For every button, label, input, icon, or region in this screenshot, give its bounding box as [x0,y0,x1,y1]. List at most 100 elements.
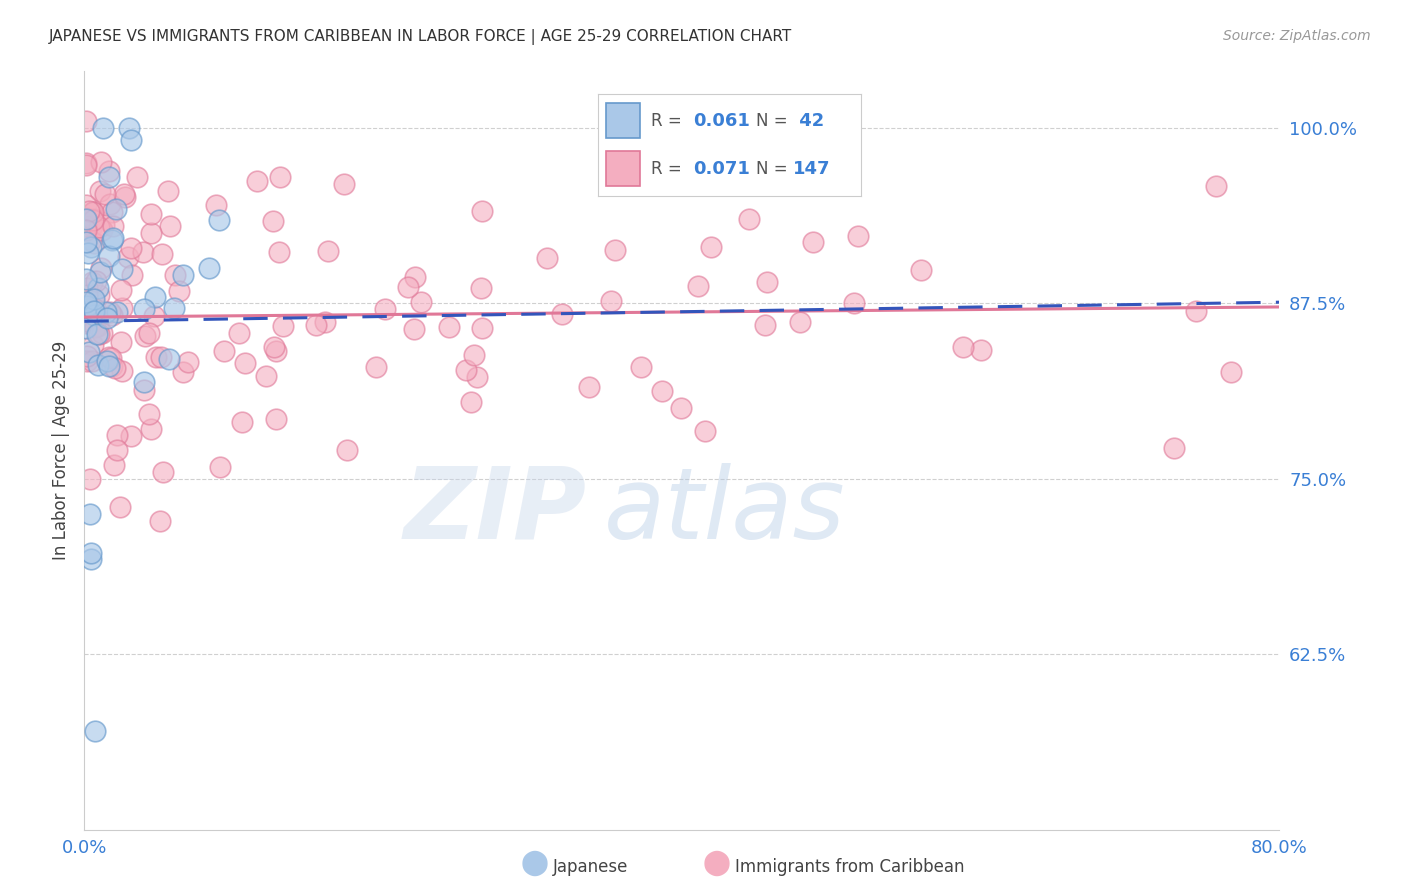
Point [79,471,101,485]
Point [404,270,426,285]
Point [111,364,134,378]
Point [98,350,121,364]
Point [77,204,100,219]
Point [139,206,162,220]
Point [75,316,97,330]
Point [132,245,155,260]
Point [98,164,121,178]
Point [738,212,761,227]
Point [79,546,101,560]
Text: ZIP: ZIP [404,463,586,559]
Point [150,246,173,260]
Point [96,304,118,318]
Point [100,351,122,365]
Point [125,169,148,184]
Point [94,186,117,201]
Point [101,359,124,373]
Point [145,351,167,365]
Point [75,113,97,128]
Point [118,120,141,135]
Point [83,320,105,334]
Point [75,314,97,328]
Point [142,310,165,324]
Point [76,299,98,313]
Point [105,443,128,458]
Point [75,219,97,233]
Point [169,284,191,298]
Point [437,319,460,334]
Point [263,340,285,354]
Point [254,369,277,384]
Point [84,309,107,323]
Point [209,460,232,475]
Point [83,312,105,326]
Point [456,363,478,377]
Point [316,244,339,259]
Point [264,412,287,426]
Point [172,365,194,379]
Point [688,279,710,293]
Point [134,329,156,343]
Point [75,158,97,172]
Point [842,295,865,310]
Point [76,353,98,368]
Point [396,280,419,294]
Point [374,301,396,316]
Point [111,262,134,277]
Point [76,246,98,260]
Point [86,326,108,341]
Point [693,424,716,438]
Point [1163,441,1185,455]
Point [139,422,162,436]
Point [599,294,621,309]
Point [156,184,179,198]
Point [536,251,558,265]
Point [460,394,482,409]
Point [699,240,721,254]
Point [101,219,124,234]
Point [101,204,124,219]
Point [83,292,105,306]
Point [91,326,114,341]
Point [86,318,108,333]
Point [89,265,111,279]
Point [138,326,160,340]
Point [82,204,104,219]
Point [132,384,155,398]
Point [336,443,359,458]
Point [235,356,257,370]
Point [205,198,228,212]
Point [75,198,97,212]
Point [910,263,932,277]
Point [117,250,139,264]
Point [262,214,284,228]
Point [93,218,115,232]
Point [75,320,97,334]
Point [1220,365,1243,379]
Point [80,219,103,233]
Point [138,408,160,422]
Point [76,349,98,363]
Point [1205,178,1227,193]
Point [75,155,97,169]
Point [87,280,110,294]
Point [111,301,134,315]
Point [87,358,110,372]
Point [669,401,692,415]
Point [83,308,105,322]
Point [91,120,114,135]
Point [266,343,288,358]
Point [82,275,104,289]
Point [149,514,172,528]
Point [103,231,125,245]
Point [208,212,231,227]
Point [409,295,432,310]
Point [82,293,104,308]
Point [952,340,974,354]
Point [120,241,142,255]
Point [76,281,98,295]
Point [471,204,494,219]
Point [333,178,356,192]
Point [96,354,118,368]
Point [75,211,97,226]
